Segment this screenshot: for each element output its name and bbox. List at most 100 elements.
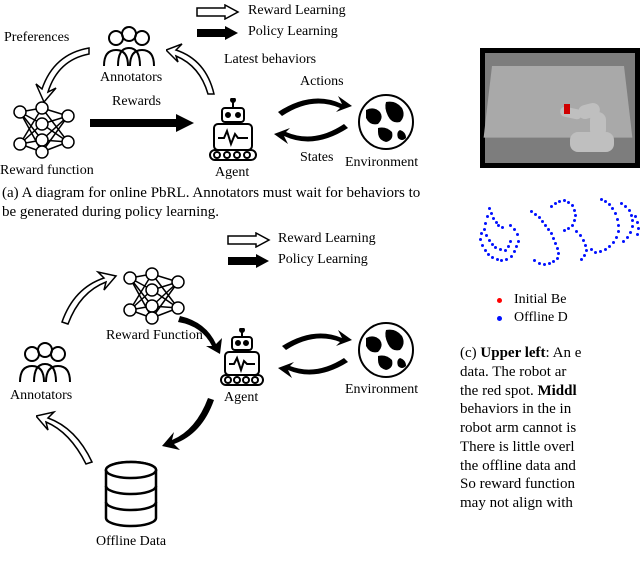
agent-label: Agent	[215, 165, 249, 182]
scatter-point	[611, 207, 614, 210]
scatter-point	[624, 205, 627, 208]
legend-dot-blue	[497, 316, 502, 321]
scatter-point	[538, 216, 541, 219]
legend-offline: Offline D	[514, 310, 568, 327]
scatter-point	[622, 240, 625, 243]
caption-c-l3a: the red spot.	[460, 383, 537, 399]
solid-arrow-icon	[226, 253, 271, 269]
scatter-point	[558, 200, 561, 203]
scatter-point	[608, 203, 611, 206]
legend-dot-red	[497, 298, 502, 303]
scatter-point	[600, 198, 603, 201]
solid-arrow-icon	[195, 25, 240, 41]
scatter-point	[585, 249, 588, 252]
scatter-point	[552, 260, 555, 263]
scatter-point	[504, 249, 507, 252]
caption-c: (c) Upper left: An e data. The robot ar …	[460, 344, 640, 513]
scatter-point	[530, 210, 533, 213]
scatter-point	[510, 255, 513, 258]
scatter-point	[612, 241, 615, 244]
scatter-point	[580, 258, 583, 261]
agent-icon	[200, 98, 266, 164]
rf-to-agent-arrow-icon	[176, 312, 230, 356]
rewards-label: Rewards	[112, 94, 161, 111]
scatter-point	[616, 218, 619, 221]
scatter-point	[534, 213, 537, 216]
caption-c-prefix: (c)	[460, 345, 480, 361]
target-marker	[564, 104, 570, 114]
scatter-point	[583, 254, 586, 257]
caption-c-l5: robot arm cannot is	[460, 420, 576, 436]
scatter-point	[543, 263, 546, 266]
scatter-point	[630, 214, 633, 217]
scatter-point	[492, 217, 495, 220]
scatter-point	[557, 252, 560, 255]
caption-c-l6: There is little overl	[460, 439, 575, 455]
scatter-point	[515, 245, 518, 248]
legend-reward-learning-2: Reward Learning	[278, 231, 376, 248]
caption-c-l4: behaviors in the in	[460, 401, 571, 417]
scatter-point	[483, 228, 486, 231]
caption-a: (a) A diagram for online PbRL. Annotator…	[2, 184, 432, 222]
caption-c-l2: data. The robot ar	[460, 364, 566, 380]
sim-floor	[484, 66, 633, 138]
scatter-point	[631, 225, 634, 228]
scatter-point	[538, 262, 541, 265]
scatter-point	[490, 212, 493, 215]
up-left-hollow-arrow-icon	[36, 408, 98, 468]
scatter-point	[594, 251, 597, 254]
scatter-point	[516, 233, 519, 236]
scatter-point	[571, 204, 574, 207]
rewards-arrow-icon	[88, 110, 198, 136]
hollow-arrow-icon	[195, 4, 240, 20]
environment-icon	[356, 320, 416, 380]
scatter-point	[484, 249, 487, 252]
scatter-point	[480, 232, 483, 235]
scatter-point	[547, 228, 550, 231]
scatter-point	[556, 247, 559, 250]
caption-c-l1b: : An e	[546, 345, 582, 361]
scatter-point	[556, 257, 559, 260]
scatter-point	[497, 224, 500, 227]
scatter-point	[484, 222, 487, 225]
scatter-point	[501, 226, 504, 229]
scatter-point	[488, 207, 491, 210]
scatter-point	[573, 209, 576, 212]
caption-c-l7: the offline data and	[460, 458, 576, 474]
agent-to-data-arrow-icon	[162, 396, 222, 456]
offline-data-label: Offline Data	[96, 534, 166, 551]
scatter-point	[563, 199, 566, 202]
reward-function-label: Reward function	[0, 163, 94, 180]
scatter-point	[574, 214, 577, 217]
actions-label: Actions	[300, 74, 344, 91]
scatter-point	[485, 234, 488, 237]
caption-c-l8: So reward function	[460, 476, 575, 492]
scatter-point	[548, 262, 551, 265]
scatter-point	[494, 246, 497, 249]
scatter-point	[563, 229, 566, 232]
scatter-point	[552, 237, 555, 240]
up-right-hollow-arrow-icon	[56, 268, 118, 328]
scatter-point	[628, 209, 631, 212]
scatter-point	[615, 236, 618, 239]
environment-icon	[356, 92, 416, 152]
scatter-point	[599, 250, 602, 253]
legend-reward-learning: Reward Learning	[248, 3, 346, 20]
scatter-point	[550, 205, 553, 208]
scatter-point	[604, 200, 607, 203]
scatter-point	[582, 239, 585, 242]
scatter-point	[626, 236, 629, 239]
hollow-arrow-icon	[226, 232, 271, 248]
legend-initial: Initial Be	[514, 292, 567, 309]
states-arrow-icon	[272, 122, 354, 152]
legend-policy-learning-2: Policy Learning	[278, 252, 368, 269]
scatter-point	[505, 258, 508, 261]
environment-label: Environment	[345, 155, 418, 172]
scatter-point	[567, 227, 570, 230]
agent-label-2: Agent	[224, 390, 258, 407]
reward-function-icon	[8, 98, 82, 160]
caption-c-bold2: Middl	[537, 383, 576, 399]
states-label: States	[300, 150, 333, 167]
scatter-point	[579, 234, 582, 237]
scatter-point	[575, 230, 578, 233]
